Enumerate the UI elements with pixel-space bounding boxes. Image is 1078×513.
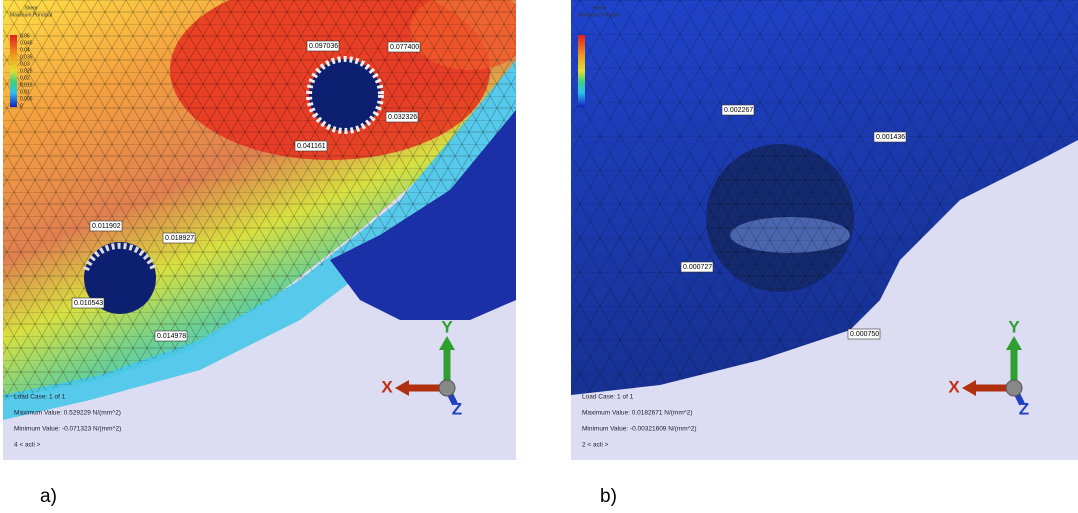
info-text: 2 < acli > xyxy=(582,442,609,449)
figure: a)ShearMaximum Principal0.050.0450.040.0… xyxy=(0,0,1078,513)
axis-origin xyxy=(439,380,455,396)
info-text: Maximum Value: 0.529229 N/(mm^2) xyxy=(14,410,121,417)
legend-tick: 0.005 xyxy=(20,96,33,102)
legend-tick: 0.045 xyxy=(20,40,33,46)
value-label: 0.018927 xyxy=(165,235,194,242)
legend-tick: 0.01 xyxy=(20,89,30,95)
legend-tick: 0.035 xyxy=(20,54,33,60)
axis-label-z: Z xyxy=(1019,399,1029,418)
value-label: 0.002267 xyxy=(724,107,753,114)
caption: a) xyxy=(40,486,57,507)
axis-label-y: Y xyxy=(441,317,453,336)
value-label: 0.000750 xyxy=(850,331,879,338)
value-label: 0.010543 xyxy=(74,300,103,307)
legend-tick: 0.04 xyxy=(20,47,30,53)
legend-tick: 0.05 xyxy=(20,33,30,39)
value-label: 0.014978 xyxy=(157,333,186,340)
axis-label-x: X xyxy=(381,377,393,396)
axis-label-z: Z xyxy=(452,399,462,418)
info-text: Minimum Value: -0.071323 N/(mm^2) xyxy=(14,426,121,433)
value-label: 0.000727 xyxy=(683,264,712,271)
info-text: Load Case: 1 of 1 xyxy=(582,394,634,401)
value-label: 0.001436 xyxy=(876,134,905,141)
axis-label-y: Y xyxy=(1008,317,1020,336)
legend-title: Shear xyxy=(592,5,606,11)
value-label: 0.097036 xyxy=(309,43,338,50)
axis-label-x: X xyxy=(948,377,960,396)
axis-origin xyxy=(1006,380,1022,396)
legend-tick: 0.015 xyxy=(20,82,33,88)
value-label: 0.011902 xyxy=(92,223,121,230)
legend-tick: 0.02 xyxy=(20,75,30,81)
legend-title: Shear xyxy=(24,5,38,11)
legend-title: Maximum Principal xyxy=(10,12,52,18)
info-text: Load Case: 1 of 1 xyxy=(14,394,66,401)
info-text: Maximum Value: 0.0182671 N/(mm^2) xyxy=(582,410,693,417)
legend-title: Maximum Principal xyxy=(578,12,620,18)
value-label: 0.041161 xyxy=(297,143,326,150)
legend-tick: 0.03 xyxy=(20,61,30,67)
value-label: 0.077400 xyxy=(390,44,419,51)
legend-tick: 0 xyxy=(20,103,23,109)
legend-tick: 0.025 xyxy=(20,68,33,74)
info-text: 4 < acli > xyxy=(14,442,41,449)
info-text: Minimum Value: -0.00321609 N/(mm^2) xyxy=(582,426,697,433)
caption: b) xyxy=(600,486,617,507)
value-label: 0.032326 xyxy=(388,114,417,121)
